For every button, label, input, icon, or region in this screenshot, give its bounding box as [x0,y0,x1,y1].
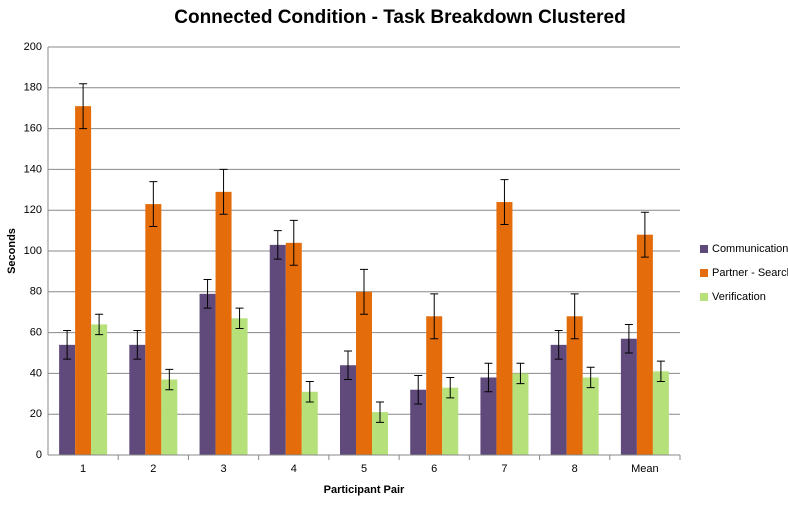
bar [512,373,529,455]
bar [480,377,497,455]
bar [231,318,248,455]
x-tick-label: 5 [361,463,367,475]
error-bar [235,307,244,330]
x-tick-label: 4 [291,463,297,475]
bar [340,365,356,455]
bar [620,338,637,455]
bar [161,379,178,455]
bar [496,202,513,455]
error-bar [79,83,88,130]
x-tick-label: 2 [150,463,156,475]
error-bar [95,313,104,336]
bar [285,242,302,455]
y-tick-label: 80 [30,286,42,298]
legend-swatch [700,269,708,277]
legend-label: Verification [712,291,766,303]
error-bar [430,293,439,340]
error-bar [500,179,509,225]
x-tick-label: 3 [220,463,226,475]
y-tick-label: 200 [24,41,42,53]
bar [301,391,318,455]
error-bar [149,181,158,228]
y-tick-label: 100 [24,245,42,257]
bar [269,244,286,455]
bar [215,191,232,455]
bar [145,204,162,455]
bar [372,412,388,455]
bar [426,316,443,455]
error-bar [203,279,212,309]
error-bar [133,330,142,360]
x-tick-label: Mean [631,463,659,475]
legend-label: Communication [712,243,788,255]
bar [75,106,92,455]
error-bar [554,330,563,360]
error-bar [640,211,649,258]
error-bar [570,293,579,340]
x-tick-label: 1 [80,463,86,475]
error-bar [624,323,633,354]
error-bar [586,366,595,389]
error-bar [446,376,455,399]
bar [636,234,653,455]
x-tick-label: 7 [501,463,507,475]
bar [566,316,583,455]
bar [356,291,372,455]
x-axis-label: Participant Pair [324,484,405,496]
error-bar [305,381,314,403]
y-tick-label: 60 [30,327,42,339]
y-tick-label: 120 [24,204,42,216]
error-bar [376,401,384,423]
error-bar [344,350,352,381]
y-tick-label: 40 [30,367,42,379]
chart-title: Connected Condition - Task Breakdown Clu… [174,7,625,28]
error-bar [516,362,525,385]
error-bar [360,268,368,315]
error-bar [165,368,174,391]
legend-swatch [700,245,708,253]
x-tick-label: 8 [572,463,578,475]
y-tick-label: 140 [24,163,42,175]
bar [550,344,567,455]
bar [442,387,459,455]
bar [129,344,146,455]
legend-swatch [700,293,708,301]
y-tick-label: 180 [24,82,42,94]
error-bar [273,230,282,260]
error-bar [219,168,228,215]
bar [582,377,599,455]
error-bar [414,374,423,405]
bar [91,324,108,455]
bar [199,293,216,455]
x-tick-label: 6 [431,463,437,475]
error-bar [289,219,298,266]
error-bar [484,362,493,393]
bar [652,371,669,455]
error-bar [63,330,72,360]
legend-label: Partner - Search [712,267,788,279]
y-axis-label: Seconds [6,228,18,274]
y-tick-label: 20 [30,408,42,420]
error-bar [656,360,665,383]
y-tick-label: 160 [24,123,42,135]
y-tick-label: 0 [36,449,42,461]
bar [59,344,76,455]
bar [410,389,427,455]
